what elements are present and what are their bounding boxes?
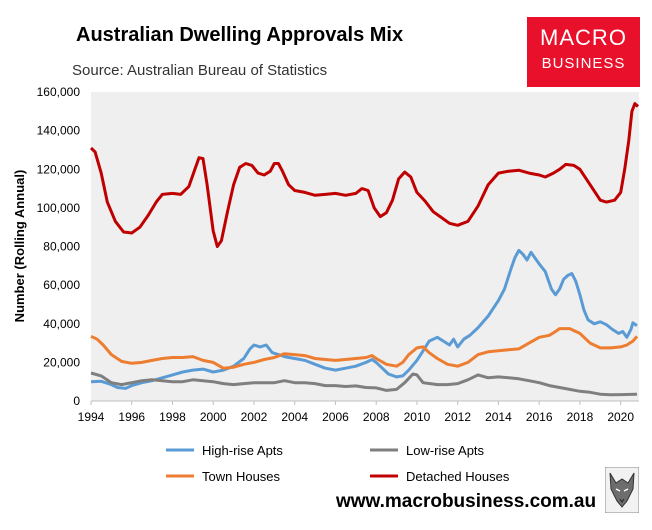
logo-line-business: BUSINESS	[541, 55, 626, 72]
x-tick-label: 2008	[363, 410, 390, 424]
series-line-town-houses	[90, 327, 639, 370]
macrobusiness-logo: MACRO BUSINESS	[527, 17, 640, 87]
legend-label-low-rise-apts: Low-rise Apts	[406, 443, 485, 458]
legend-label-town-houses: Town Houses	[202, 469, 281, 484]
x-tick-label: 2006	[322, 410, 349, 424]
x-tick-label: 2012	[444, 410, 471, 424]
page-title: Australian Dwelling Approvals Mix	[76, 24, 404, 46]
x-tick-label: 2004	[281, 410, 308, 424]
legend-label-detached-houses: Detached Houses	[406, 469, 510, 484]
logo-line-macro: MACRO	[540, 25, 627, 50]
x-tick-label: 1996	[118, 410, 145, 424]
y-tick-label: 100,000	[37, 201, 81, 215]
x-tick-label: 2016	[526, 410, 553, 424]
plot-area	[91, 92, 639, 401]
y-tick-label: 120,000	[37, 162, 81, 176]
x-tick-label: 1998	[159, 410, 186, 424]
wolf-icon	[604, 466, 640, 514]
y-tick-label: 80,000	[43, 240, 80, 254]
x-tick-label: 2010	[404, 410, 431, 424]
x-tick-label: 2018	[567, 410, 594, 424]
y-tick-label: 60,000	[43, 278, 80, 292]
x-tick-label: 2020	[607, 410, 634, 424]
y-tick-label: 140,000	[37, 124, 81, 138]
x-tick-label: 1994	[78, 410, 105, 424]
y-tick-label: 0	[73, 394, 80, 408]
x-tick-label: 2014	[485, 410, 512, 424]
legend-label-high-rise-apts: High-rise Apts	[202, 443, 283, 458]
series-line-low-rise-apts	[90, 371, 638, 397]
source-subtitle: Source: Australian Bureau of Statistics	[72, 62, 328, 79]
chart-legend: High-rise Apts Low-rise Apts Town Houses De…	[166, 443, 510, 484]
series-line-high-rise-apts	[90, 248, 638, 390]
y-axis-label: Number (Rolling Annual)	[12, 170, 27, 323]
x-tick-label: 2000	[200, 410, 227, 424]
y-tick-label: 40,000	[43, 317, 80, 331]
y-tick-label: 160,000	[37, 85, 81, 99]
series-line-detached-houses	[89, 102, 640, 248]
footer-url: www.macrobusiness.com.au	[336, 491, 597, 512]
y-tick-label: 20,000	[43, 355, 80, 369]
x-tick-label: 2002	[241, 410, 268, 424]
